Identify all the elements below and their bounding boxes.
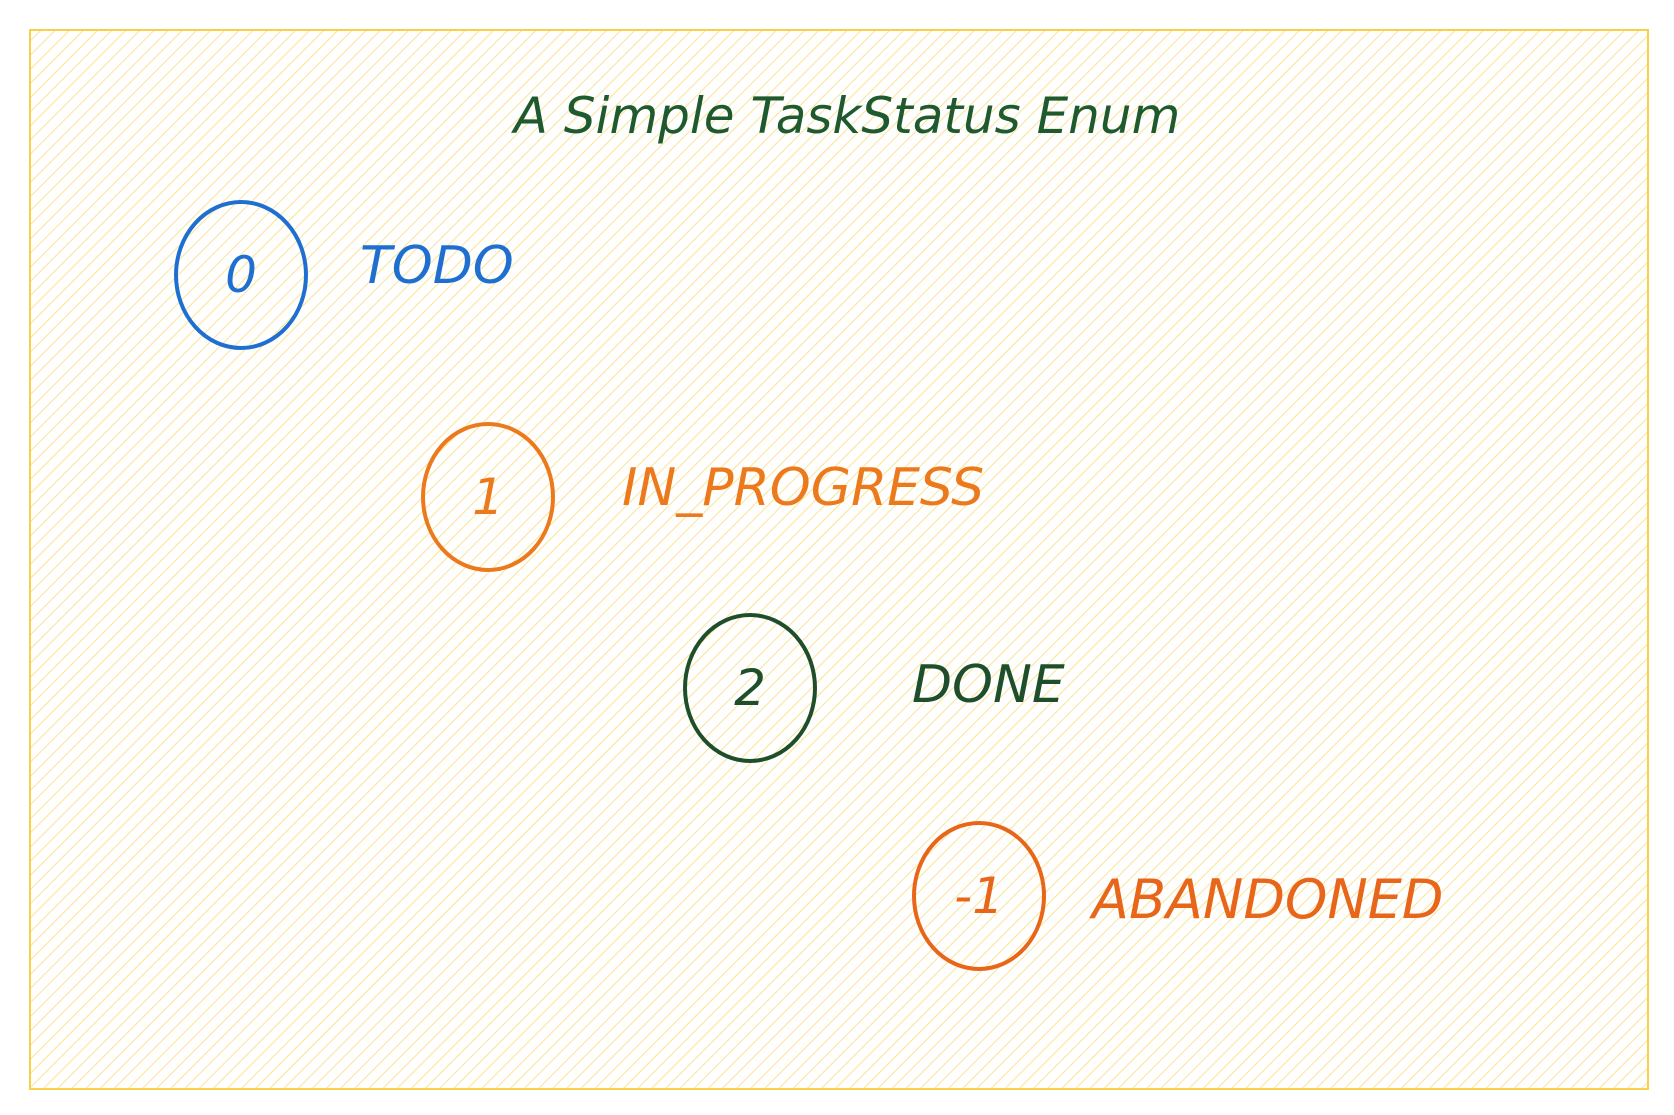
label-in-progress: IN_PROGRESS xyxy=(622,458,984,518)
value-text-todo: 0 xyxy=(225,246,257,304)
value-text-in-progress: 1 xyxy=(472,468,504,526)
value-circle-done xyxy=(683,613,817,763)
label-done: DONE xyxy=(912,655,1065,715)
value-circle-abandoned xyxy=(912,821,1046,971)
value-text-abandoned: -1 xyxy=(954,867,1004,925)
label-abandoned: ABANDONED xyxy=(1089,868,1444,931)
enum-item-todo: 0 TODO xyxy=(174,200,514,350)
value-text-done: 2 xyxy=(734,659,766,717)
enum-item-done: 2 DONE xyxy=(683,613,1065,763)
diagram-title: A Simple TaskStatus Enum xyxy=(511,87,1181,145)
value-circle-todo xyxy=(174,200,308,350)
enum-item-abandoned: -1 ABANDONED xyxy=(912,821,1444,971)
hatched-frame xyxy=(29,29,1649,1090)
enum-item-in-progress: 1 IN_PROGRESS xyxy=(421,422,984,572)
value-circle-in-progress xyxy=(421,422,555,572)
label-todo: TODO xyxy=(360,236,514,296)
